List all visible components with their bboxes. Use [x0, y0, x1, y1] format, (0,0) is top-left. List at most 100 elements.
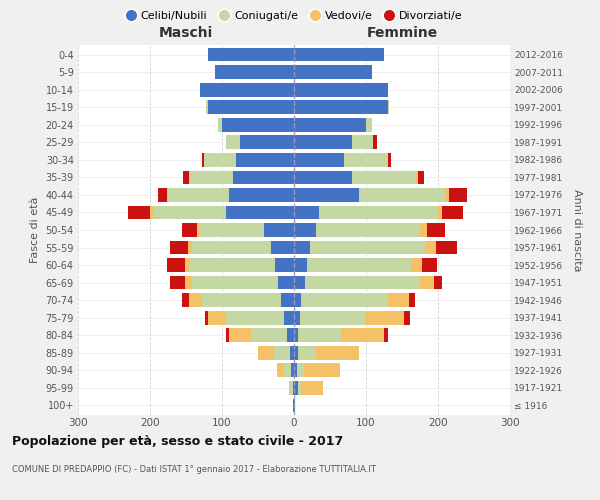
Bar — [277, 364, 284, 377]
Bar — [167, 258, 185, 272]
Bar — [305, 276, 420, 289]
Bar — [208, 100, 294, 114]
Bar — [150, 206, 154, 220]
Bar — [294, 328, 298, 342]
Bar — [442, 206, 463, 220]
Bar — [294, 170, 352, 184]
Bar — [215, 66, 294, 79]
Bar — [240, 136, 294, 149]
Bar — [222, 118, 294, 132]
Bar — [278, 276, 294, 289]
Bar — [445, 188, 449, 202]
Bar — [298, 346, 316, 360]
Bar — [373, 136, 377, 149]
Bar — [170, 240, 188, 254]
Bar — [434, 276, 442, 289]
Bar — [154, 206, 226, 220]
Bar — [388, 294, 409, 307]
Bar — [449, 188, 467, 202]
Bar — [182, 223, 197, 237]
Bar — [291, 364, 294, 377]
Bar — [316, 223, 420, 237]
Bar — [294, 118, 366, 132]
Bar — [202, 294, 281, 307]
Bar — [294, 223, 316, 237]
Bar — [384, 328, 388, 342]
Bar — [208, 48, 294, 62]
Bar — [294, 398, 295, 412]
Bar — [226, 136, 240, 149]
Bar — [229, 188, 294, 202]
Bar — [226, 328, 229, 342]
Bar — [294, 188, 359, 202]
Bar — [287, 328, 294, 342]
Bar — [365, 311, 404, 324]
Bar — [425, 240, 436, 254]
Bar — [290, 381, 293, 394]
Bar — [319, 206, 438, 220]
Bar — [233, 170, 294, 184]
Bar — [271, 240, 294, 254]
Bar — [190, 170, 233, 184]
Bar — [412, 258, 422, 272]
Bar — [284, 364, 291, 377]
Legend: Celibi/Nubili, Coniugati/e, Vedovi/e, Divorziati/e: Celibi/Nubili, Coniugati/e, Vedovi/e, Di… — [121, 6, 467, 26]
Bar — [293, 381, 294, 394]
Bar — [293, 398, 294, 412]
Bar — [294, 66, 372, 79]
Bar — [294, 136, 352, 149]
Bar — [436, 240, 457, 254]
Bar — [226, 206, 294, 220]
Bar — [420, 276, 434, 289]
Bar — [420, 223, 427, 237]
Bar — [168, 188, 229, 202]
Bar — [388, 153, 391, 166]
Bar — [294, 364, 297, 377]
Bar — [189, 294, 202, 307]
Bar — [304, 364, 340, 377]
Bar — [294, 206, 319, 220]
Bar — [185, 276, 192, 289]
Bar — [301, 381, 323, 394]
Bar — [189, 258, 275, 272]
Bar — [427, 223, 445, 237]
Bar — [204, 153, 236, 166]
Bar — [316, 346, 359, 360]
Bar — [290, 346, 294, 360]
Bar — [388, 100, 389, 114]
Bar — [206, 100, 208, 114]
Bar — [199, 223, 264, 237]
Bar — [438, 206, 442, 220]
Bar — [359, 188, 445, 202]
Text: Popolazione per età, sesso e stato civile - 2017: Popolazione per età, sesso e stato civil… — [12, 435, 343, 448]
Bar — [344, 153, 388, 166]
Bar — [189, 170, 190, 184]
Bar — [416, 170, 418, 184]
Bar — [229, 328, 251, 342]
Bar — [284, 311, 294, 324]
Bar — [218, 118, 222, 132]
Bar — [197, 223, 199, 237]
Bar — [264, 223, 294, 237]
Bar — [366, 118, 372, 132]
Bar — [418, 170, 424, 184]
Bar — [352, 136, 373, 149]
Bar — [310, 240, 425, 254]
Bar — [294, 294, 301, 307]
Bar — [192, 240, 271, 254]
Text: Femmine: Femmine — [367, 26, 437, 40]
Bar — [341, 328, 384, 342]
Bar — [188, 240, 192, 254]
Bar — [404, 311, 410, 324]
Bar — [298, 381, 301, 394]
Bar — [294, 276, 305, 289]
Bar — [236, 153, 294, 166]
Bar — [158, 188, 167, 202]
Bar — [226, 311, 284, 324]
Bar — [200, 83, 294, 96]
Bar — [183, 170, 189, 184]
Bar — [128, 206, 150, 220]
Bar — [301, 294, 388, 307]
Bar — [300, 311, 365, 324]
Bar — [294, 83, 388, 96]
